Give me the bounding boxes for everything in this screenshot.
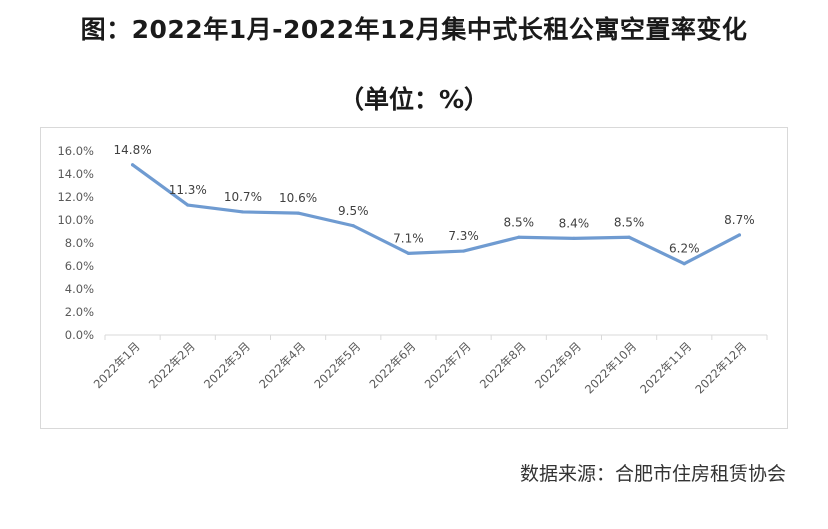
y-tick-label: 12.0% [57, 190, 94, 204]
x-tick-label: 2022年5月 [311, 339, 363, 391]
x-tick-label: 2022年7月 [422, 339, 474, 391]
data-label: 7.3% [448, 229, 479, 243]
y-tick-label: 16.0% [57, 144, 94, 158]
x-tick-label: 2022年10月 [582, 339, 639, 396]
data-label: 7.1% [393, 231, 424, 245]
data-point [406, 251, 411, 255]
data-point [186, 203, 190, 207]
data-point [517, 235, 521, 239]
y-tick-label: 0.0% [65, 328, 94, 342]
data-label: 8.5% [504, 215, 535, 229]
data-label: 14.8% [114, 143, 152, 157]
y-tick-label: 4.0% [65, 282, 94, 296]
x-tick-label: 2022年9月 [532, 339, 584, 391]
data-point [130, 163, 135, 167]
data-label: 10.6% [279, 191, 317, 205]
x-tick-label: 2022年1月 [91, 339, 143, 391]
y-tick-label: 2.0% [65, 305, 94, 319]
series-line [130, 163, 742, 266]
data-point [572, 236, 576, 240]
data-label: 9.5% [338, 204, 369, 218]
data-source: 数据来源：合肥市住房租赁协会 [520, 459, 786, 486]
data-point [461, 249, 466, 253]
x-tick-label: 2022年8月 [477, 339, 529, 391]
y-tick-label: 10.0% [57, 213, 94, 227]
data-label: 11.3% [169, 183, 207, 197]
x-tick-label: 2022年11月 [637, 339, 694, 396]
x-tick-label: 2022年3月 [201, 339, 253, 391]
y-tick-label: 14.0% [57, 167, 94, 181]
chart-area: 0.0% 2.0% 4.0% 6.0% 8.0% 10.0% 12.0% 14.0% 16.0%… [40, 127, 788, 429]
line-chart: 0.0% 2.0% 4.0% 6.0% 8.0% 10.0% 12.0% 14.0% 16.0%… [57, 143, 768, 396]
data-label: 10.7% [224, 190, 262, 204]
data-point [241, 210, 245, 214]
data-point [627, 235, 631, 239]
data-point [682, 262, 686, 266]
chart-title: 图：2022年1月-2022年12月集中式长租公寓空置率变化 [80, 15, 748, 44]
x-tick-label: 2022年2月 [146, 339, 198, 391]
source-value: 合肥市住房租赁协会 [614, 463, 786, 485]
x-tick-label: 2022年6月 [366, 339, 418, 391]
x-tick-label: 2022年12月 [692, 339, 749, 396]
y-tick-label: 6.0% [65, 259, 94, 273]
data-point [296, 211, 300, 215]
data-label: 6.2% [669, 242, 700, 256]
data-point [737, 233, 742, 237]
chart-subtitle-unit: （单位：%） [338, 85, 490, 114]
x-tick-label: 2022年4月 [256, 339, 308, 391]
data-point [351, 224, 355, 228]
data-label: 8.4% [559, 216, 590, 230]
data-label: 8.5% [614, 215, 645, 229]
data-label: 8.7% [724, 213, 755, 227]
y-tick-label: 8.0% [65, 236, 94, 250]
source-label: 数据来源： [519, 463, 615, 485]
